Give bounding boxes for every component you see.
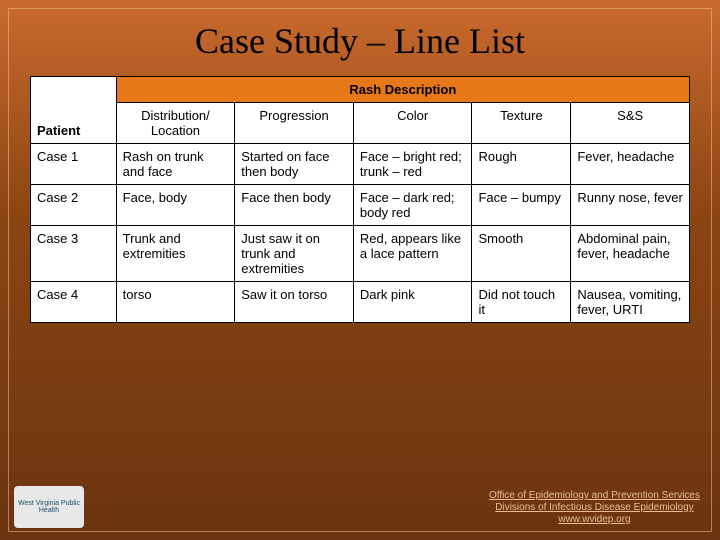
footer: Office of Epidemiology and Prevention Se…: [489, 490, 700, 526]
public-health-logo: West Virginia Public Health: [14, 486, 84, 528]
footer-line-2: Divisions of Infectious Disease Epidemio…: [489, 502, 700, 514]
footer-line-3: www.wvidep.org: [489, 514, 700, 526]
footer-line-1: Office of Epidemiology and Prevention Se…: [489, 490, 700, 502]
logo-text: West Virginia Public Health: [14, 500, 84, 514]
slide-frame: [8, 8, 712, 532]
